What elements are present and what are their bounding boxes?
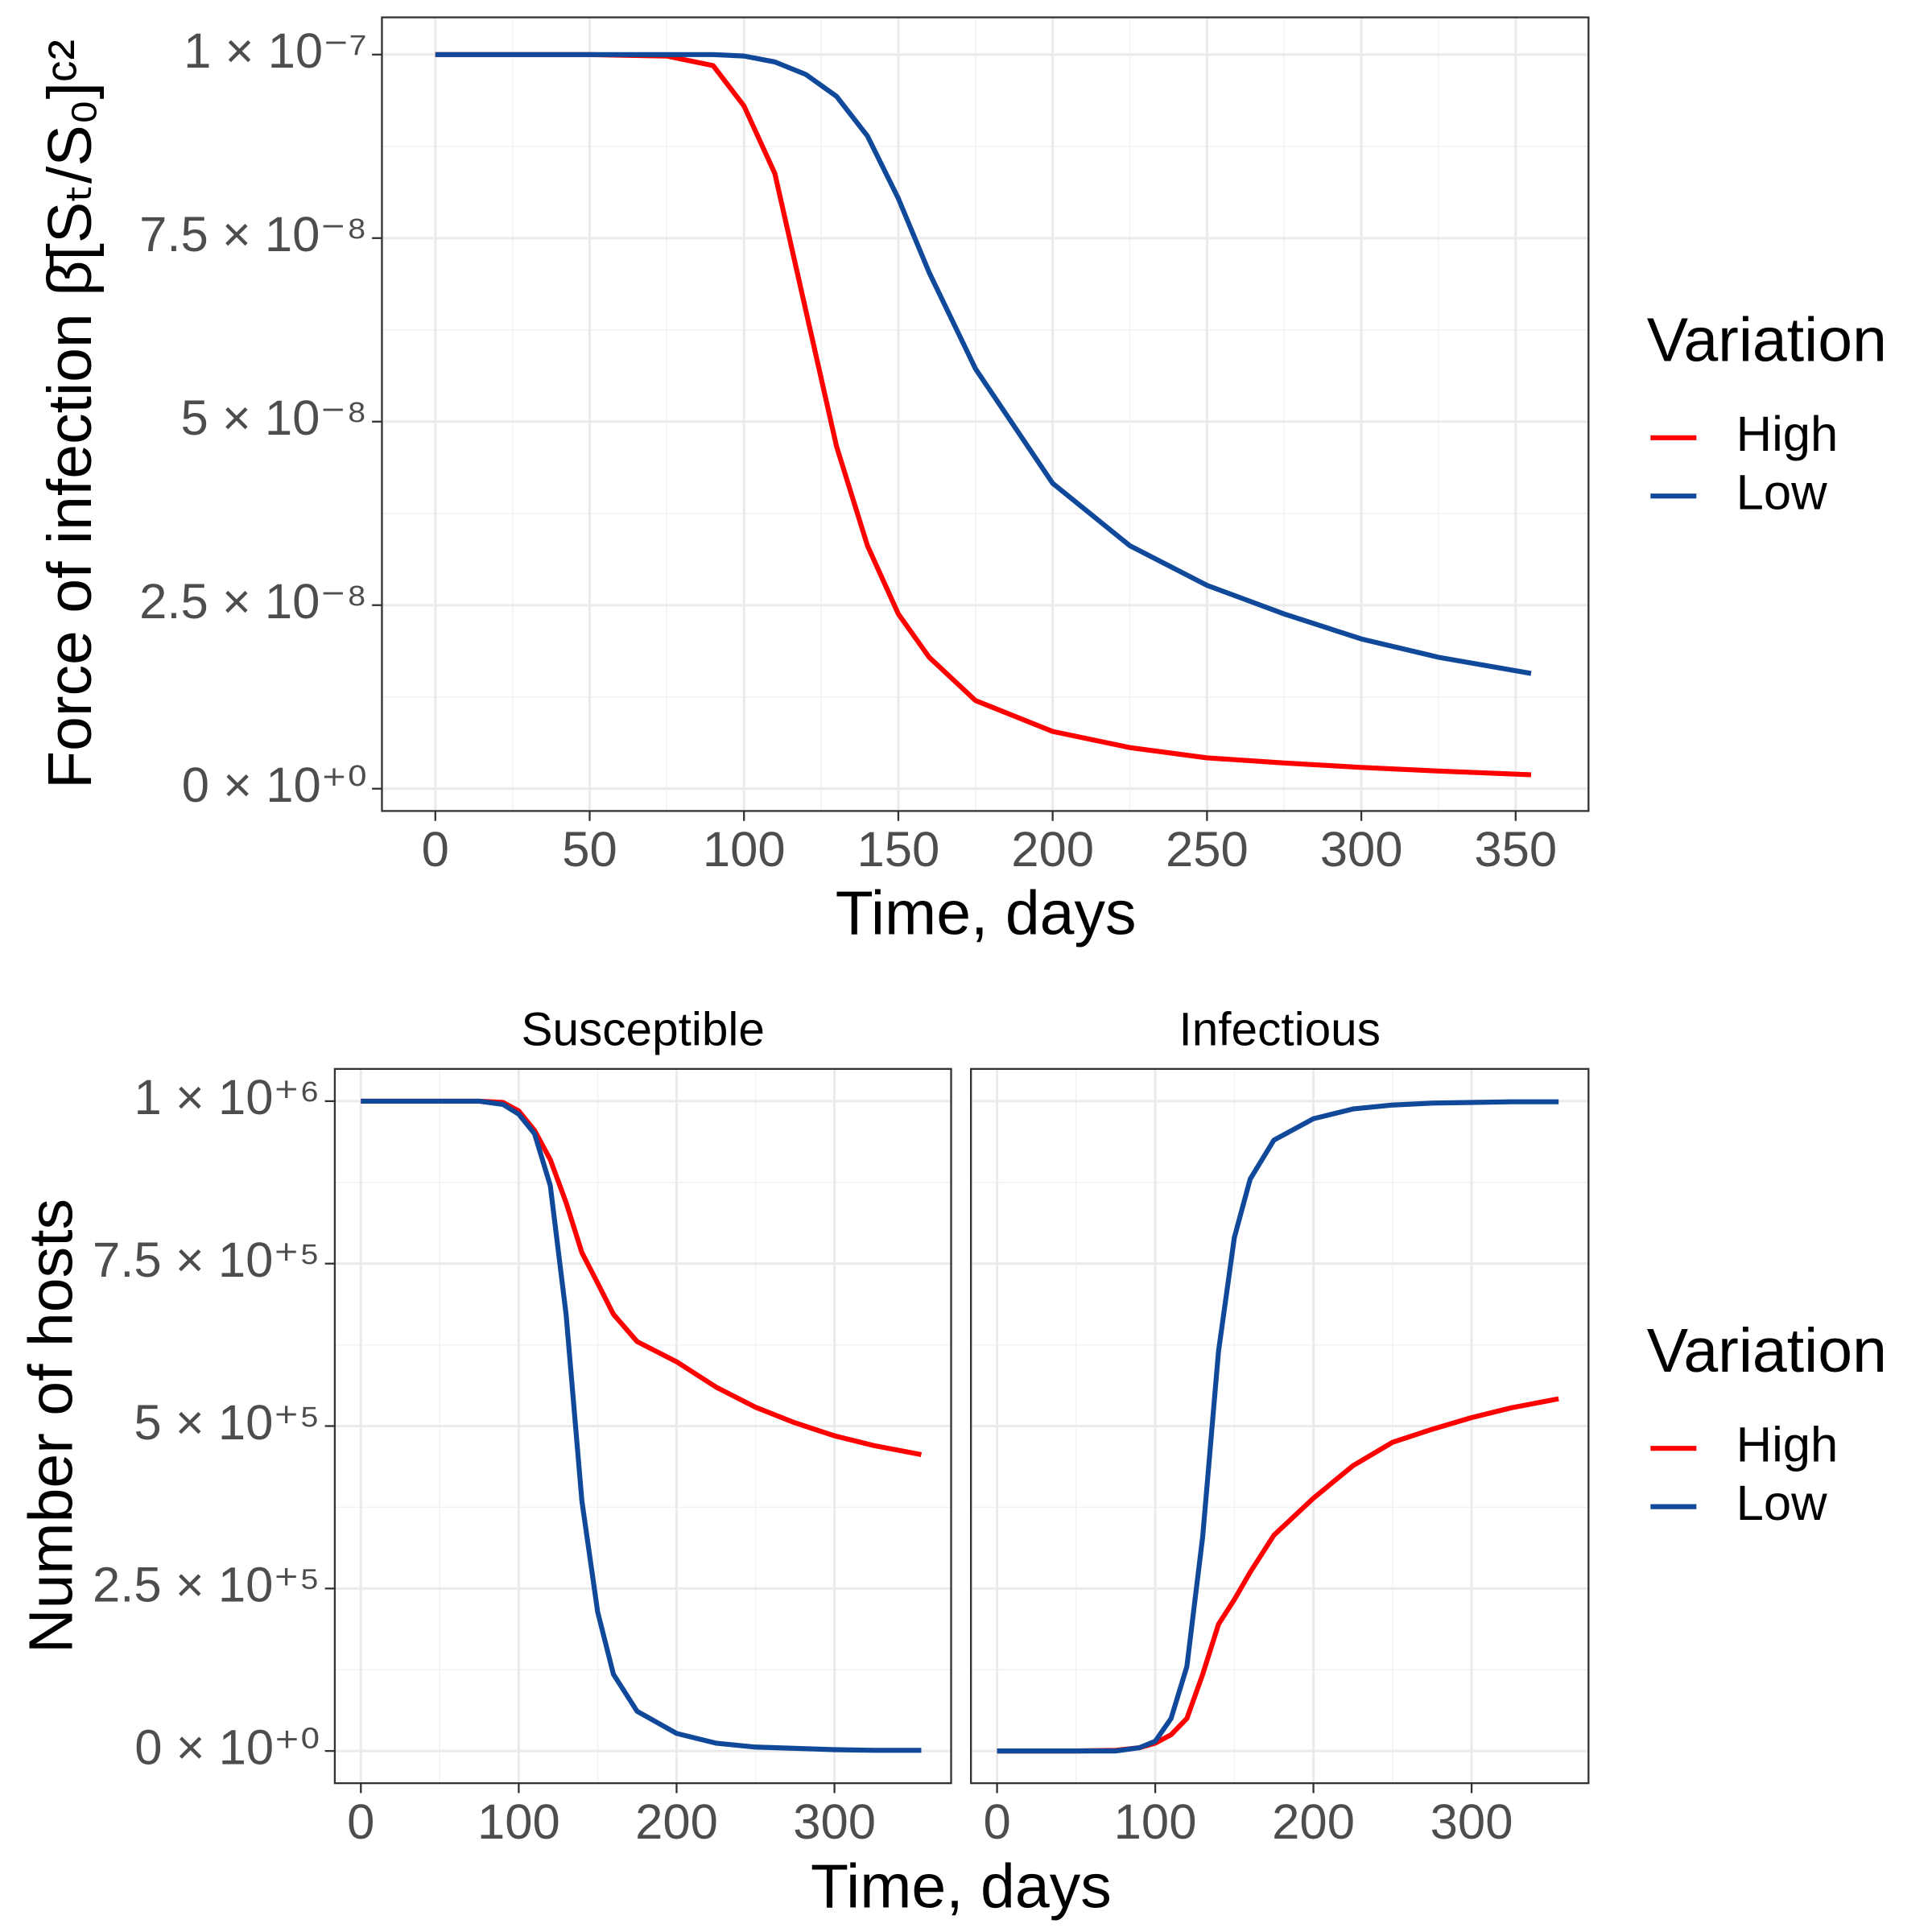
facet-title: Susceptible	[521, 1004, 765, 1056]
x-tick-label: 300	[1430, 1794, 1513, 1850]
legend-title: Variation	[1647, 306, 1887, 375]
y-tick-label: 7.5 × 10⁺⁵	[93, 1232, 320, 1288]
x-tick-label: 250	[1166, 822, 1249, 877]
panel-border	[970, 1067, 1590, 1785]
legend-title: Variation	[1647, 1316, 1887, 1385]
line-series	[361, 1098, 923, 1458]
x-tick-label: 200	[635, 1794, 718, 1850]
x-tick-label: 100	[477, 1794, 560, 1850]
y-tick-label: 7.5 × 10⁻⁸	[139, 207, 367, 262]
line-series	[997, 1396, 1559, 1754]
x-tick-label: 350	[1474, 822, 1557, 877]
legend-label: High	[1736, 1418, 1839, 1473]
x-tick-label: 200	[1272, 1794, 1355, 1850]
legend-label: Low	[1736, 464, 1828, 520]
y-tick-label: 5 × 10⁺⁵	[134, 1395, 320, 1451]
panel-border	[381, 16, 1590, 812]
x-tick-label: 0	[347, 1794, 374, 1850]
y-tick-label: 2.5 × 10⁺⁵	[93, 1558, 320, 1613]
line-series	[997, 1099, 1559, 1754]
y-tick-label: 0 × 10⁺⁰	[182, 758, 367, 813]
x-tick-label: 200	[1011, 822, 1094, 877]
legend-label: High	[1736, 407, 1839, 462]
y-axis-title: Number of hosts	[17, 1199, 86, 1653]
x-tick-label: 0	[422, 822, 449, 877]
y-tick-label: 1 × 10⁺⁶	[134, 1070, 320, 1125]
y-tick-label: 2.5 × 10⁻⁸	[139, 574, 367, 630]
x-tick-label: 0	[983, 1794, 1010, 1850]
line-series	[435, 52, 1532, 778]
x-tick-label: 150	[857, 822, 940, 877]
x-axis-title: Time, days	[836, 878, 1137, 947]
y-tick-label: 0 × 10⁺⁰	[134, 1719, 320, 1775]
x-tick-label: 300	[793, 1794, 876, 1850]
line-series	[435, 52, 1532, 676]
y-tick-label: 5 × 10⁻⁸	[180, 390, 367, 446]
x-tick-label: 50	[562, 822, 617, 877]
y-tick-label: 1 × 10⁻⁷	[184, 23, 367, 79]
panel-border	[333, 1067, 952, 1785]
facet-title: Infectious	[1179, 1004, 1380, 1056]
x-tick-label: 100	[1114, 1794, 1197, 1850]
legend-label: Low	[1736, 1476, 1828, 1531]
x-tick-label: 300	[1320, 822, 1403, 877]
x-tick-label: 100	[703, 822, 786, 877]
x-axis-title: Time, days	[811, 1852, 1112, 1922]
line-series	[361, 1098, 922, 1753]
y-axis-title: Force of infection β̄[Sₜ/S₀]ᶜ²	[35, 39, 105, 789]
